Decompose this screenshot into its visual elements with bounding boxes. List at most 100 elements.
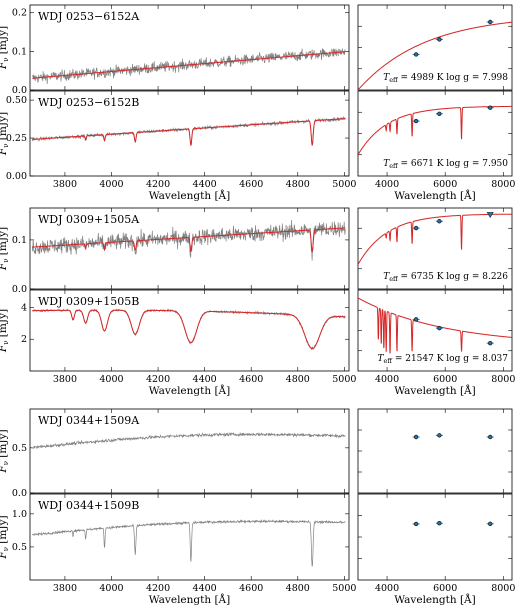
photometry-point-inner <box>488 20 492 24</box>
x-tick-label: 4200 <box>146 583 170 594</box>
spectrum-panel: 3800 4000 4200 4400 4600 4800 5000 0.00 0.25 0.50… <box>0 90 356 202</box>
photometry-point-inner <box>437 521 441 525</box>
y-tick-label: 0.2 <box>12 8 27 19</box>
photometry-point-inner <box>488 435 492 439</box>
sed-panel: Teff = 4989 K log g = 7.998 <box>357 4 513 91</box>
y-tick-label: 0.0 <box>12 488 27 499</box>
model-sed <box>358 21 512 90</box>
spectrum-frame <box>29 289 350 372</box>
photometry-point-inner <box>414 119 418 123</box>
x-tick-label: 4400 <box>193 179 217 190</box>
observed-spectrum <box>31 219 346 261</box>
spectrum-panel: 0.0 0.5 WDJ 0344+1509A Fν [mJy] <box>0 408 350 499</box>
spectrum-panel: 0.0 0.1 WDJ 0309+1505A Fν [mJy] <box>0 207 350 295</box>
photometry-point-inner <box>488 341 492 345</box>
x-tick-label: 3800 <box>53 583 77 594</box>
spectrum-panel: 3800 4000 4200 4400 4600 4800 5000 0.5 1.0 Wavele… <box>0 493 356 606</box>
y-tick-label: 0.5 <box>12 542 27 553</box>
x-tick-label: 4000 <box>375 374 399 385</box>
sed-frame <box>357 408 513 494</box>
x-tick-label: 6000 <box>433 583 457 594</box>
sed-panel: 4000 6000 8000 Wavelength [Å] Teff = 21547 K… <box>357 289 515 397</box>
x-tick-label: 4400 <box>193 374 217 385</box>
fit-parameters: Teff = 21547 K log g = 8.037 <box>377 354 508 365</box>
photometry-point-inner <box>437 326 441 330</box>
spectrum-frame <box>29 408 350 494</box>
y-tick-label: 0.1 <box>12 46 27 57</box>
x-axis-label: Wavelength [Å] <box>394 383 475 397</box>
y-tick-label: 0.0 <box>12 284 27 295</box>
y-tick-label: 2 <box>21 334 27 345</box>
model-spectrum <box>32 51 346 79</box>
y-axis-label: Fν [mJy] <box>0 227 10 271</box>
fit-parameters: Teff = 6735 K log g = 8.226 <box>383 272 508 283</box>
x-tick-label: 4200 <box>146 179 170 190</box>
sed-panel: Teff = 6735 K log g = 8.226 <box>357 207 513 290</box>
star-name: WDJ 0309+1505B <box>38 295 139 308</box>
model-sed <box>358 297 512 354</box>
model-spectrum <box>32 309 346 350</box>
y-axis-label: Fν [mJy] <box>0 429 10 473</box>
sed-panel: 4000 6000 8000 Wavelength [Å] Teff = 6671 K … <box>357 90 515 202</box>
y-tick-label: 0.0 <box>12 85 27 96</box>
x-tick-label: 5000 <box>332 374 356 385</box>
x-tick-label: 5000 <box>332 179 356 190</box>
x-tick-label: 4400 <box>193 583 217 594</box>
x-tick-label: 4000 <box>375 179 399 190</box>
x-axis-label: Wavelength [Å] <box>149 188 230 202</box>
photometry-point-inner <box>414 317 418 321</box>
y-tick-label: 0.00 <box>6 171 27 182</box>
y-axis-label: Fν [mJy] <box>0 309 10 353</box>
upper-limit-marker <box>486 212 494 218</box>
star-name: WDJ 0344+1509B <box>38 499 139 512</box>
photometry-point-inner <box>437 433 441 437</box>
photometry-point-inner <box>437 219 441 223</box>
y-tick-label: 0.1 <box>12 235 27 246</box>
observed-spectrum <box>32 308 346 351</box>
sed-frame <box>357 493 513 581</box>
spectrum-frame <box>29 4 350 91</box>
y-tick-label: 0.5 <box>12 443 27 454</box>
observed-spectrum <box>32 432 346 449</box>
photometry-point-inner <box>414 226 418 230</box>
x-axis-label: Wavelength [Å] <box>149 383 230 397</box>
x-tick-label: 8000 <box>491 583 515 594</box>
x-tick-label: 4600 <box>239 583 263 594</box>
spectrum-frame <box>29 493 350 581</box>
observed-spectrum <box>31 47 346 85</box>
y-tick-label: 4 <box>21 302 27 313</box>
x-tick-label: 4000 <box>99 583 123 594</box>
fit-parameters: Teff = 6671 K log g = 7.950 <box>383 159 508 170</box>
x-tick-label: 4600 <box>239 179 263 190</box>
star-name: WDJ 0253−6152A <box>38 10 140 23</box>
x-tick-label: 4000 <box>375 583 399 594</box>
sed-panel <box>357 408 513 494</box>
x-tick-label: 4800 <box>286 179 310 190</box>
model-spectrum <box>32 118 346 146</box>
x-tick-label: 4600 <box>239 374 263 385</box>
star-name: WDJ 0344+1509A <box>38 414 140 427</box>
photometry-point-inner <box>488 106 492 110</box>
sed-panel: 4000 6000 8000 Wavelength [Å] <box>357 493 515 606</box>
x-axis-label: Wavelength [Å] <box>149 592 230 606</box>
fit-parameters: Teff = 4989 K log g = 7.998 <box>383 73 508 84</box>
spectrum-panel: 0.0 0.1 0.2 WDJ 0253−6152A Fν [mJy] <box>0 4 350 96</box>
x-axis-label: Wavelength [Å] <box>394 188 475 202</box>
observed-spectrum <box>31 519 346 567</box>
star-name: WDJ 0309+1505A <box>38 213 140 226</box>
photometry-point-inner <box>414 522 418 526</box>
x-tick-label: 4800 <box>286 374 310 385</box>
x-tick-label: 4200 <box>146 374 170 385</box>
spectrum-panel: 3800 4000 4200 4400 4600 4800 5000 2 4 Wavelength… <box>0 289 356 397</box>
x-tick-label: 8000 <box>491 179 515 190</box>
photometry-point-inner <box>488 522 492 526</box>
x-axis-label: Wavelength [Å] <box>394 592 475 606</box>
photometry-point-inner <box>414 53 418 56</box>
x-tick-label: 8000 <box>491 374 515 385</box>
y-tick-label: 1.0 <box>12 509 27 520</box>
spectrum-frame <box>29 90 350 177</box>
photometry-point-inner <box>437 112 441 116</box>
model-spectrum <box>32 227 346 253</box>
x-tick-label: 4800 <box>286 583 310 594</box>
x-tick-label: 6000 <box>433 374 457 385</box>
